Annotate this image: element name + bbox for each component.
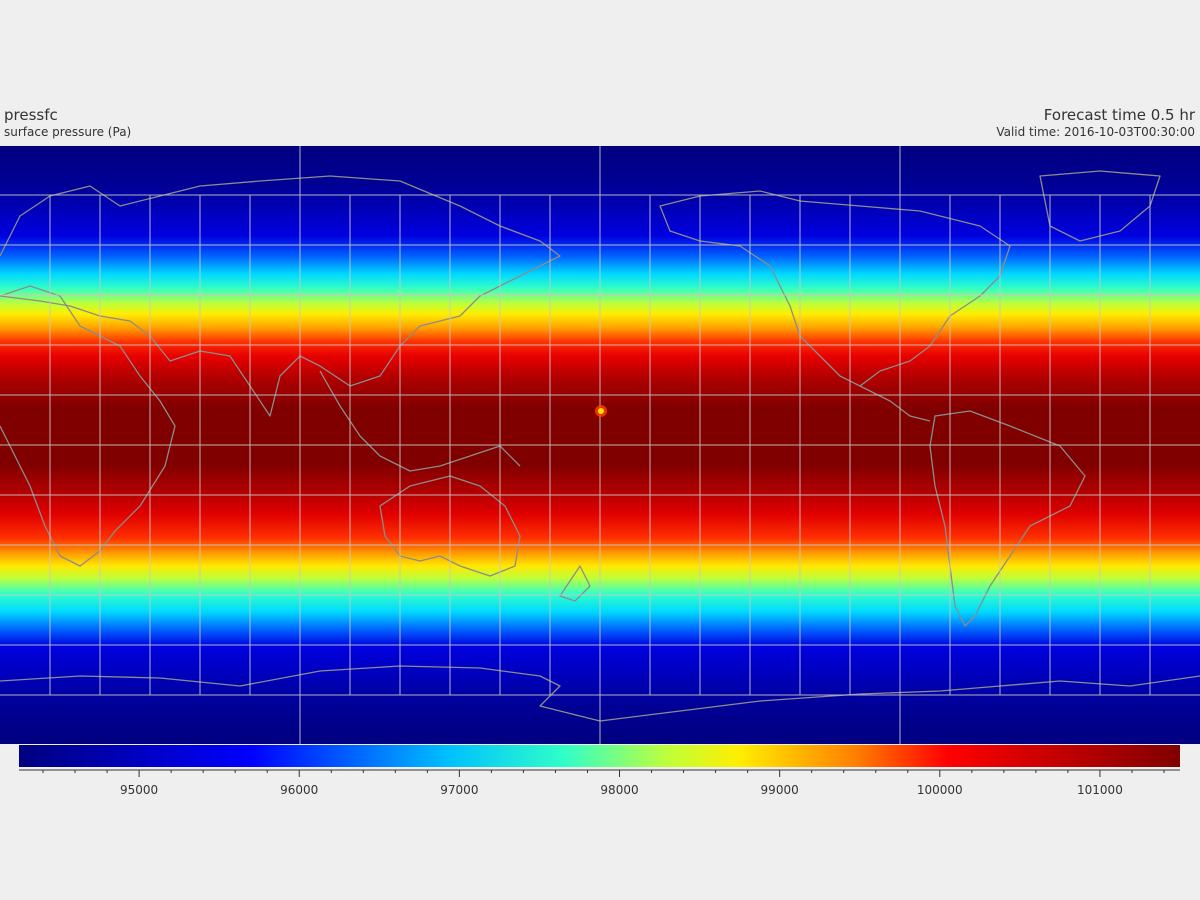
title-block-left: pressfc surface pressure (Pa)	[4, 106, 131, 139]
colorbar-tick-label: 100000	[916, 783, 963, 797]
title-block-right: Forecast time 0.5 hr Valid time: 2016-10…	[996, 106, 1195, 139]
variable-name: pressfc	[4, 106, 58, 124]
map-gridlines	[0, 146, 1200, 744]
colorbar-tick-label: 95000	[120, 783, 159, 797]
pressure-hotspot	[595, 405, 607, 417]
south-america-outline	[929, 410, 1086, 627]
eurasia-outline	[0, 175, 561, 417]
greenland-outline	[1039, 170, 1161, 242]
southeast-asia-outline	[319, 370, 521, 472]
colorbar-tick-label: 98000	[600, 783, 639, 797]
north-america-outline	[659, 190, 1011, 387]
colorbar-ticks	[19, 769, 1180, 777]
colorbar-tick-label: 96000	[280, 783, 319, 797]
africa-outline	[0, 285, 176, 567]
colorbar-tick-label: 99000	[760, 783, 799, 797]
valid-time: Valid time: 2016-10-03T00:30:00	[996, 125, 1195, 139]
map-overlay	[0, 146, 1200, 744]
colorbar-tick-label: 101000	[1077, 783, 1123, 797]
pressure-map	[0, 146, 1200, 744]
colorbar-axis: 95000 96000 97000 98000 99000 100000 101000	[19, 767, 1180, 807]
australia-outline	[379, 475, 521, 577]
central-america-outline	[859, 385, 931, 422]
colorbar-tick-label: 97000	[440, 783, 479, 797]
new-zealand-outline	[559, 565, 591, 602]
colorbar	[19, 745, 1180, 767]
variable-description: surface pressure (Pa)	[4, 125, 132, 139]
forecast-time: Forecast time 0.5 hr	[1043, 106, 1195, 124]
